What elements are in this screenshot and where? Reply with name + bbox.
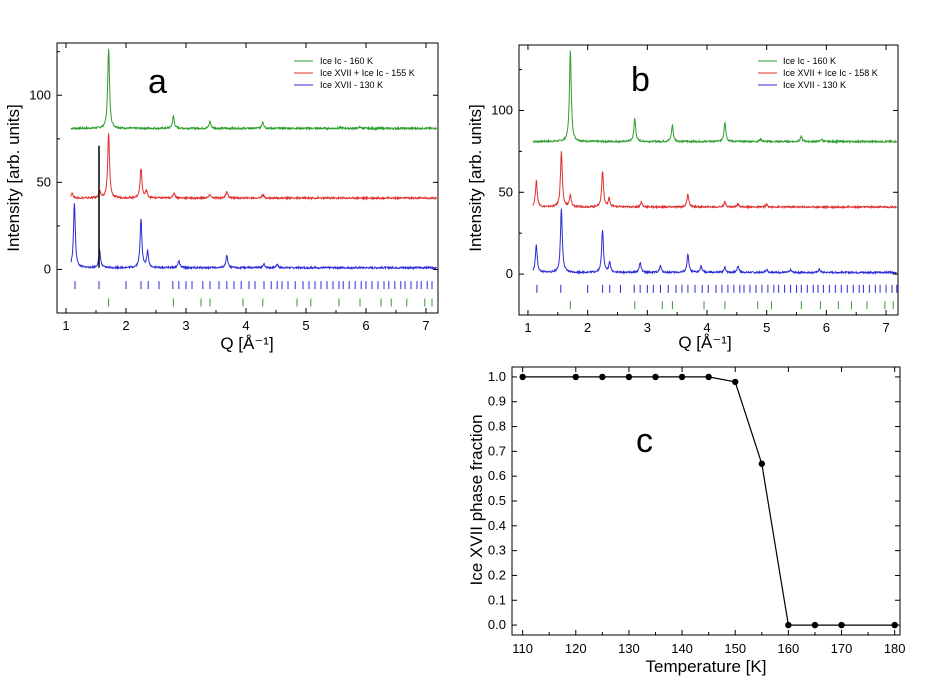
y-tick-label: 0 bbox=[44, 261, 51, 276]
x-tick-label: 160 bbox=[778, 641, 800, 656]
data-point bbox=[519, 373, 526, 381]
panel-a-axis-ticks: 1 2 3 4 5 6 7 0 50 100 bbox=[29, 43, 438, 333]
series-line bbox=[70, 203, 437, 271]
panel-b-series bbox=[532, 50, 898, 310]
y-tick-label: 0.9 bbox=[488, 394, 506, 409]
y-tick-label: 0.8 bbox=[488, 419, 506, 434]
y-tick-label: 0.0 bbox=[488, 617, 506, 632]
phase-fraction-line bbox=[522, 376, 895, 626]
x-tick-label: 6 bbox=[823, 320, 830, 335]
panel-b-frame bbox=[518, 44, 899, 316]
y-tick-label: 50 bbox=[499, 184, 513, 199]
panel-b-xlabel: Q [Å⁻¹] bbox=[678, 333, 731, 352]
data-point bbox=[785, 621, 792, 629]
x-tick-label: 130 bbox=[618, 641, 640, 656]
x-tick-label: 1 bbox=[524, 320, 531, 335]
panel-b-axis-ticks: 1 2 3 4 5 6 7 0 50 100 bbox=[491, 45, 898, 335]
panel-c-series bbox=[519, 373, 898, 629]
legend-label-xvii-130: Ice XVII - 130 K bbox=[783, 80, 846, 90]
x-tick-label: 3 bbox=[644, 320, 651, 335]
series-line bbox=[70, 133, 438, 201]
x-tick-label: 120 bbox=[565, 641, 587, 656]
y-tick-label: 0.5 bbox=[488, 493, 506, 508]
data-point bbox=[599, 373, 606, 381]
series-line bbox=[70, 48, 438, 132]
x-tick-label: 5 bbox=[302, 318, 309, 333]
data-point bbox=[811, 621, 819, 629]
data-point bbox=[705, 373, 712, 381]
x-tick-label: 140 bbox=[671, 641, 693, 656]
x-tick-label: 180 bbox=[884, 641, 906, 656]
legend-label-mix-158: Ice XVII + Ice Ic - 158 K bbox=[783, 68, 878, 78]
y-tick-label: 0.1 bbox=[488, 592, 506, 607]
x-tick-label: 150 bbox=[724, 641, 746, 656]
panel-c: c 110 120 130 140 150 160 170 180 0.0 0.1 0.2 0.3 0.… bbox=[467, 366, 906, 676]
y-tick-label: 100 bbox=[491, 102, 513, 117]
y-tick-label: 100 bbox=[29, 87, 51, 102]
panel-c-letter: c bbox=[636, 422, 653, 460]
legend-label-ic-160: Ice Ic - 160 K bbox=[783, 56, 836, 66]
y-tick-label: 0.4 bbox=[488, 518, 506, 533]
x-tick-label: 3 bbox=[182, 318, 189, 333]
panel-b-legend: Ice Ic - 160 K Ice XVII + Ice Ic - 158 K… bbox=[758, 56, 878, 90]
panel-a-series bbox=[70, 48, 438, 307]
y-tick-label: 1.0 bbox=[488, 369, 506, 384]
x-tick-label: 5 bbox=[763, 320, 770, 335]
legend-label-xvii-130: Ice XVII - 130 K bbox=[320, 80, 383, 90]
data-point bbox=[732, 378, 739, 386]
panel-b: b 1 2 3 4 5 6 7 0 50 100 Ice Ic - 160 K Ice XVII … bbox=[466, 44, 899, 352]
panel-a-frame bbox=[56, 42, 439, 314]
series-line bbox=[532, 151, 898, 210]
y-tick-label: 0.6 bbox=[488, 468, 506, 483]
x-tick-label: 1 bbox=[62, 318, 69, 333]
data-point bbox=[678, 373, 686, 381]
y-tick-label: 0.3 bbox=[488, 543, 506, 558]
panel-c-axis-ticks: 110 120 130 140 150 160 170 180 0.0 0.1 0.2 0.3 0.4 0… bbox=[488, 367, 906, 656]
panel-c-frame bbox=[511, 366, 901, 636]
y-tick-label: 0.7 bbox=[488, 443, 506, 458]
panel-a-xlabel: Q [Å⁻¹] bbox=[220, 334, 273, 353]
series-line bbox=[532, 208, 897, 276]
data-point bbox=[838, 621, 845, 629]
data-point bbox=[572, 373, 579, 381]
panel-b-letter: b bbox=[631, 61, 650, 99]
panel-a-ylabel: Intensity [arb. units] bbox=[4, 104, 23, 251]
panel-a-legend: Ice Ic - 160 K Ice XVII + Ice Ic - 155 K… bbox=[294, 56, 415, 90]
x-tick-label: 4 bbox=[242, 318, 249, 333]
data-point bbox=[891, 621, 898, 629]
x-tick-label: 7 bbox=[882, 320, 889, 335]
x-tick-label: 7 bbox=[422, 318, 429, 333]
data-point bbox=[652, 373, 659, 381]
y-tick-label: 50 bbox=[37, 174, 51, 189]
data-point bbox=[625, 373, 633, 381]
x-tick-label: 6 bbox=[362, 318, 369, 333]
y-tick-label: 0.2 bbox=[488, 567, 506, 582]
x-tick-label: 110 bbox=[512, 641, 533, 656]
x-tick-label: 2 bbox=[584, 320, 591, 335]
data-point bbox=[758, 460, 766, 467]
panel-c-ylabel: Ice XVII phase fraction bbox=[467, 414, 486, 585]
x-tick-label: 170 bbox=[831, 641, 853, 656]
panel-b-ylabel: Intensity [arb. units] bbox=[466, 104, 485, 251]
legend-label-mix-155: Ice XVII + Ice Ic - 155 K bbox=[320, 68, 415, 78]
x-tick-label: 4 bbox=[703, 320, 710, 335]
panel-a-letter: a bbox=[148, 63, 167, 101]
y-tick-label: 0 bbox=[506, 266, 513, 281]
panel-c-xlabel: Temperature [K] bbox=[646, 657, 767, 676]
series-line bbox=[532, 50, 898, 145]
panel-a: a 1 2 3 4 5 6 7 0 50 100 Ice Ic - 160 K Ice XVII … bbox=[4, 42, 439, 353]
legend-label-ic-160: Ice Ic - 160 K bbox=[320, 56, 373, 66]
x-tick-label: 2 bbox=[122, 318, 129, 333]
